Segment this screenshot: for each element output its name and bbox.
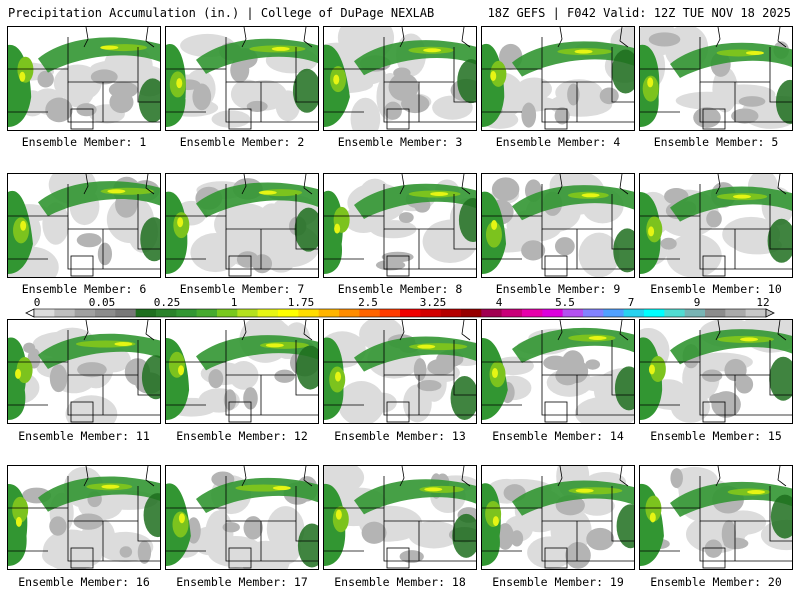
colorbar-tick-label: 5.5 [555,296,575,309]
ensemble-member-label: Ensemble Member: 4 [495,135,621,149]
ensemble-map-panel [323,465,477,570]
ensemble-map-panel [639,173,793,278]
ensemble-map-panel [639,319,793,424]
ensemble-member-label: Ensemble Member: 3 [337,135,463,149]
ensemble-member-label: Ensemble Member: 7 [179,282,305,296]
ensemble-member-label: Ensemble Member: 15 [650,429,782,443]
ensemble-map-panel [7,465,161,570]
ensemble-map-panel [481,465,635,570]
ensemble-member-label: Ensemble Member: 18 [334,575,466,589]
ensemble-map-panel [323,26,477,131]
colorbar-swatch [501,309,523,317]
colorbar-tick-label: 0 [34,296,41,309]
ensemble-map-panel [165,319,319,424]
colorbar-swatch [318,309,340,317]
chart-title: Precipitation Accumulation (in.) | Colle… [8,6,435,20]
ensemble-map-panel [481,319,635,424]
ensemble-map-panel [481,173,635,278]
ensemble-map-panel [165,465,319,570]
ensemble-map-panel [323,319,477,424]
ensemble-map-panel [639,465,793,570]
ensemble-member-label: Ensemble Member: 9 [495,282,621,296]
colorbar-swatch [298,309,319,317]
colorbar-swatch [54,309,75,317]
colorbar-swatch [135,309,157,317]
colorbar-tick-label: 1.75 [288,296,315,309]
ensemble-member-label: Ensemble Member: 17 [176,575,308,589]
ensemble-member-label: Ensemble Member: 5 [653,135,779,149]
colorbar-swatch [237,309,258,317]
ensemble-member-label: Ensemble Member: 2 [179,135,305,149]
colorbar-swatch [339,309,360,317]
colorbar-swatch [644,309,665,317]
colorbar-swatch [684,309,706,317]
colorbar-swatch [603,309,624,317]
colorbar-swatch [176,309,197,317]
colorbar-tick-label: 12 [756,296,769,309]
colorbar-swatch [379,309,401,317]
colorbar-swatch [400,309,421,317]
ensemble-member-label: Ensemble Member: 8 [337,282,463,296]
colorbar-swatch [562,309,584,317]
colorbar-tick-label: 3.25 [420,296,447,309]
ensemble-map-panel [323,173,477,278]
colorbar: 0 0.05 0.25 1 1.75 2.5 3.25 4 5.5 7 9 12 [25,296,775,318]
ensemble-map-panel [165,26,319,131]
colorbar-tick-label: 4 [496,296,503,309]
colorbar-swatch [583,309,604,317]
ensemble-member-label: Ensemble Member: 16 [18,575,150,589]
ensemble-map-panel [7,26,161,131]
colorbar-tick-label: 9 [694,296,701,309]
colorbar-swatch [278,309,299,317]
ensemble-member-label: Ensemble Member: 10 [650,282,782,296]
colorbar-swatch [95,309,116,317]
ensemble-member-label: Ensemble Member: 6 [21,282,147,296]
ensemble-member-label: Ensemble Member: 20 [650,575,782,589]
colorbar-swatch [440,309,462,317]
ensemble-map-panel [7,173,161,278]
colorbar-tick-label: 7 [628,296,635,309]
ensemble-map-panel [481,26,635,131]
ensemble-member-label: Ensemble Member: 14 [492,429,624,443]
ensemble-member-label: Ensemble Member: 19 [492,575,624,589]
colorbar-swatch [115,309,136,317]
colorbar-swatch [623,309,645,317]
colorbar-tick-label: 1 [231,296,238,309]
colorbar-swatch [257,309,279,317]
colorbar-swatch [196,309,218,317]
ensemble-member-label: Ensemble Member: 11 [18,429,150,443]
colorbar-swatch [705,309,726,317]
colorbar-swatch [745,309,767,317]
ensemble-map-panel [165,173,319,278]
colorbar-swatch [74,309,96,317]
colorbar-swatch [522,309,543,317]
colorbar-swatch [359,309,380,317]
colorbar-swatch [156,309,177,317]
ensemble-map-panel [639,26,793,131]
ensemble-member-label: Ensemble Member: 13 [334,429,466,443]
colorbar-swatch [34,309,55,317]
ensemble-member-label: Ensemble Member: 12 [176,429,308,443]
colorbar-swatch [217,309,238,317]
colorbar-swatch [542,309,563,317]
colorbar-tick-label: 0.25 [154,296,181,309]
run-info: 18Z GEFS | F042 Valid: 12Z TUE NOV 18 20… [487,6,791,20]
colorbar-swatch [420,309,441,317]
colorbar-swatch [725,309,746,317]
colorbar-tick-label: 2.5 [358,296,378,309]
colorbar-swatch [664,309,685,317]
colorbar-swatch [461,309,482,317]
colorbar-swatch [481,309,502,317]
colorbar-tick-label: 0.05 [89,296,116,309]
ensemble-member-label: Ensemble Member: 1 [21,135,147,149]
ensemble-map-panel [7,319,161,424]
